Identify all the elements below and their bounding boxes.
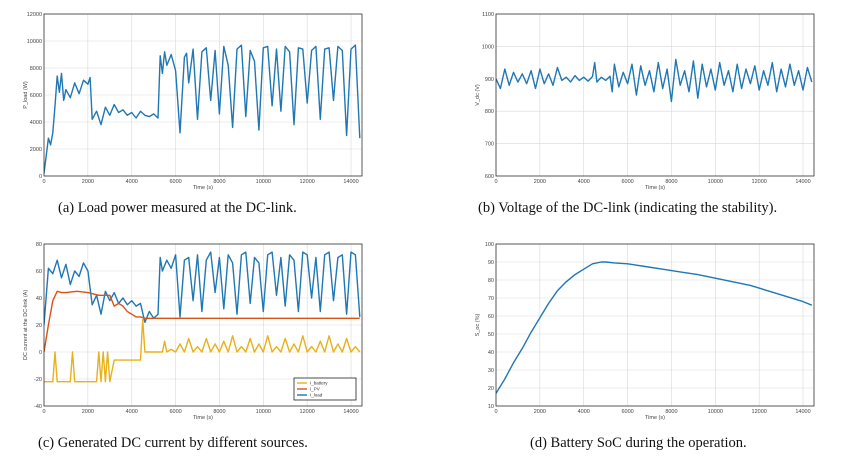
chart-d: 0 2000 4000 6000 8000 10000 12000 14000 10 20 30 40…	[472, 238, 824, 426]
y-axis-label: S_oc (%)	[475, 314, 481, 337]
series-line-i-battery	[44, 318, 361, 383]
x-tick-label: 10000	[708, 409, 723, 415]
chart-b: 0 2000 4000 6000 8000 10000 12000 14000 600 700 80…	[472, 8, 824, 196]
x-axis-label: Time (s)	[645, 415, 665, 421]
x-axis-label: Time (s)	[645, 185, 665, 191]
plot-area	[496, 14, 814, 176]
chart-d-svg: 0 2000 4000 6000 8000 10000 12000 14000 10 20 30 40…	[475, 242, 815, 421]
chart-c: 0 2000 4000 6000 8000 10000 12000 14000 -40 -20 0 2…	[20, 238, 372, 426]
y-tick-label: 20	[488, 386, 494, 392]
x-axis-label: Time (s)	[193, 185, 213, 191]
series-line-blue	[496, 58, 813, 103]
x-tick-label: 14000	[795, 409, 810, 415]
y-tick-label: 70	[488, 296, 494, 302]
y-tick-label: 10	[488, 404, 494, 410]
x-tick-label: 2000	[534, 409, 546, 415]
y-tick-label: 10000	[27, 39, 42, 45]
x-tick-label: 2000	[82, 409, 94, 415]
y-tick-label: 0	[39, 350, 42, 356]
chart-b-svg: 0 2000 4000 6000 8000 10000 12000 14000 600 700 80…	[475, 12, 815, 191]
x-tick-label: 12000	[752, 179, 767, 185]
y-tick-label: 80	[488, 278, 494, 284]
x-tick-label: 10000	[708, 179, 723, 185]
x-tick-label: 4000	[578, 409, 590, 415]
y-tick-label: 1100	[482, 12, 494, 18]
y-tick-label: 60	[36, 269, 42, 275]
caption-d: (d) Battery SoC during the operation.	[530, 435, 747, 451]
caption-c: (c) Generated DC current by different so…	[38, 435, 308, 451]
x-tick-label: 6000	[621, 409, 633, 415]
plot-area	[496, 244, 814, 406]
y-tick-label: 40	[488, 350, 494, 356]
y-tick-label: 20	[36, 323, 42, 329]
legend-entry: I_load	[310, 393, 323, 398]
x-tick-label: 14000	[795, 179, 810, 185]
y-tick-label: 1000	[482, 44, 494, 50]
x-tick-label: 0	[42, 179, 45, 185]
x-tick-label: 6000	[169, 179, 181, 185]
x-tick-label: 12000	[300, 179, 315, 185]
x-tick-label: 10000	[256, 409, 271, 415]
x-tick-label: 4000	[578, 179, 590, 185]
plot-frame	[43, 13, 363, 177]
y-axis-label: V_dc (V)	[475, 84, 481, 106]
x-tick-label: 12000	[300, 409, 315, 415]
chart-a-svg: 0 2000 4000 6000 8000 10000 12000 14000 0 2000 400…	[23, 12, 363, 191]
x-tick-label: 6000	[169, 409, 181, 415]
x-tick-label: 10000	[256, 179, 271, 185]
x-tick-label: 2000	[534, 179, 546, 185]
y-tick-label: 6000	[30, 93, 42, 99]
caption-b: (b) Voltage of the DC-link (indicating t…	[478, 200, 778, 216]
x-tick-label: 8000	[213, 409, 225, 415]
y-axis-label: P_load (W)	[23, 81, 29, 109]
x-tick-label: 0	[494, 179, 497, 185]
plot-frame	[495, 243, 815, 407]
x-tick-label: 8000	[665, 409, 677, 415]
y-tick-label: 4000	[30, 120, 42, 126]
x-tick-label: 0	[494, 409, 497, 415]
y-tick-label: 100	[485, 242, 494, 248]
series-line-i-load	[44, 251, 361, 326]
x-tick-label: 4000	[126, 179, 138, 185]
legend-entry: I_battery	[310, 381, 328, 386]
x-tick-label: 12000	[752, 409, 767, 415]
y-tick-label: 30	[488, 368, 494, 374]
y-tick-label: 600	[485, 174, 494, 180]
y-tick-label: -20	[34, 377, 42, 383]
x-tick-label: 4000	[126, 409, 138, 415]
legend-box	[293, 377, 357, 401]
x-tick-label: 8000	[665, 179, 677, 185]
plot-frame	[43, 243, 363, 407]
y-axis-label: DC current at the DC-link (A)	[23, 290, 29, 360]
y-tick-label: 900	[485, 77, 494, 83]
series-line-blue	[496, 261, 813, 394]
y-tick-label: 60	[488, 314, 494, 320]
legend-entry: I_PV	[310, 387, 320, 392]
x-tick-label: 14000	[343, 179, 358, 185]
y-tick-label: 12000	[27, 12, 42, 18]
series-line-i-pv	[44, 290, 360, 353]
chart-a: 0 2000 4000 6000 8000 10000 12000 14000 0 2000 400…	[20, 8, 372, 196]
x-tick-label: 8000	[213, 179, 225, 185]
plot-frame	[495, 13, 815, 177]
x-axis-label: Time (s)	[193, 415, 213, 421]
x-tick-label: 0	[42, 409, 45, 415]
y-tick-label: 0	[39, 174, 42, 180]
y-tick-label: 50	[488, 332, 494, 338]
series-line-blue	[44, 44, 361, 174]
x-tick-label: 6000	[621, 179, 633, 185]
y-tick-label: 2000	[30, 147, 42, 153]
y-tick-label: -40	[34, 404, 42, 410]
x-tick-label: 14000	[343, 409, 358, 415]
x-tick-label: 2000	[82, 179, 94, 185]
y-tick-label: 80	[36, 242, 42, 248]
y-tick-label: 90	[488, 260, 494, 266]
y-tick-label: 40	[36, 296, 42, 302]
y-tick-label: 700	[485, 142, 494, 148]
y-tick-label: 800	[485, 109, 494, 115]
y-tick-label: 8000	[30, 66, 42, 72]
caption-a: (a) Load power measured at the DC-link.	[58, 200, 297, 216]
chart-c-svg: 0 2000 4000 6000 8000 10000 12000 14000 -40 -20 0 2…	[23, 242, 363, 421]
